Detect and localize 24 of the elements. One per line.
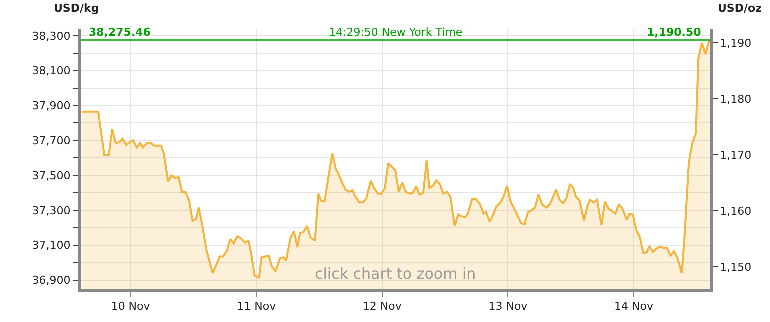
x-tick-label: 13 Nov: [488, 300, 528, 314]
y-tick-label: 38,100: [32, 64, 71, 78]
y2-axis-title: USD/oz: [718, 2, 762, 15]
y-tick-label: 36,900: [32, 274, 71, 288]
y-tick-label: 37,300: [32, 204, 71, 218]
x-tick-label: 10 Nov: [111, 300, 151, 314]
annotation: click chart to zoom in: [315, 265, 476, 283]
annotation: 14:29:50 New York Time: [329, 26, 463, 39]
annotation: 1,190.50: [647, 26, 702, 39]
y-tick-label: 38,300: [32, 30, 71, 43]
y-tick-label: 37,500: [32, 169, 71, 182]
y-tick-label: 37,900: [32, 100, 71, 113]
y2-tick-label: 1,180: [720, 92, 752, 106]
y-tick-label: 37,700: [32, 134, 71, 148]
ref-line-label: 38,275.46: [89, 26, 152, 39]
y2-tick-label: 1,190: [720, 36, 752, 50]
x-tick-label: 12 Nov: [362, 300, 402, 314]
y2-tick-label: 1,160: [720, 204, 752, 218]
x-tick-label: 11 Nov: [237, 300, 277, 314]
y-tick-label: 37,100: [32, 239, 71, 252]
y2-tick-label: 1,170: [720, 148, 752, 162]
x-tick-label: 14 Nov: [614, 300, 654, 314]
y-axis-title: USD/kg: [54, 2, 100, 15]
y2-tick-label: 1,150: [720, 261, 752, 274]
